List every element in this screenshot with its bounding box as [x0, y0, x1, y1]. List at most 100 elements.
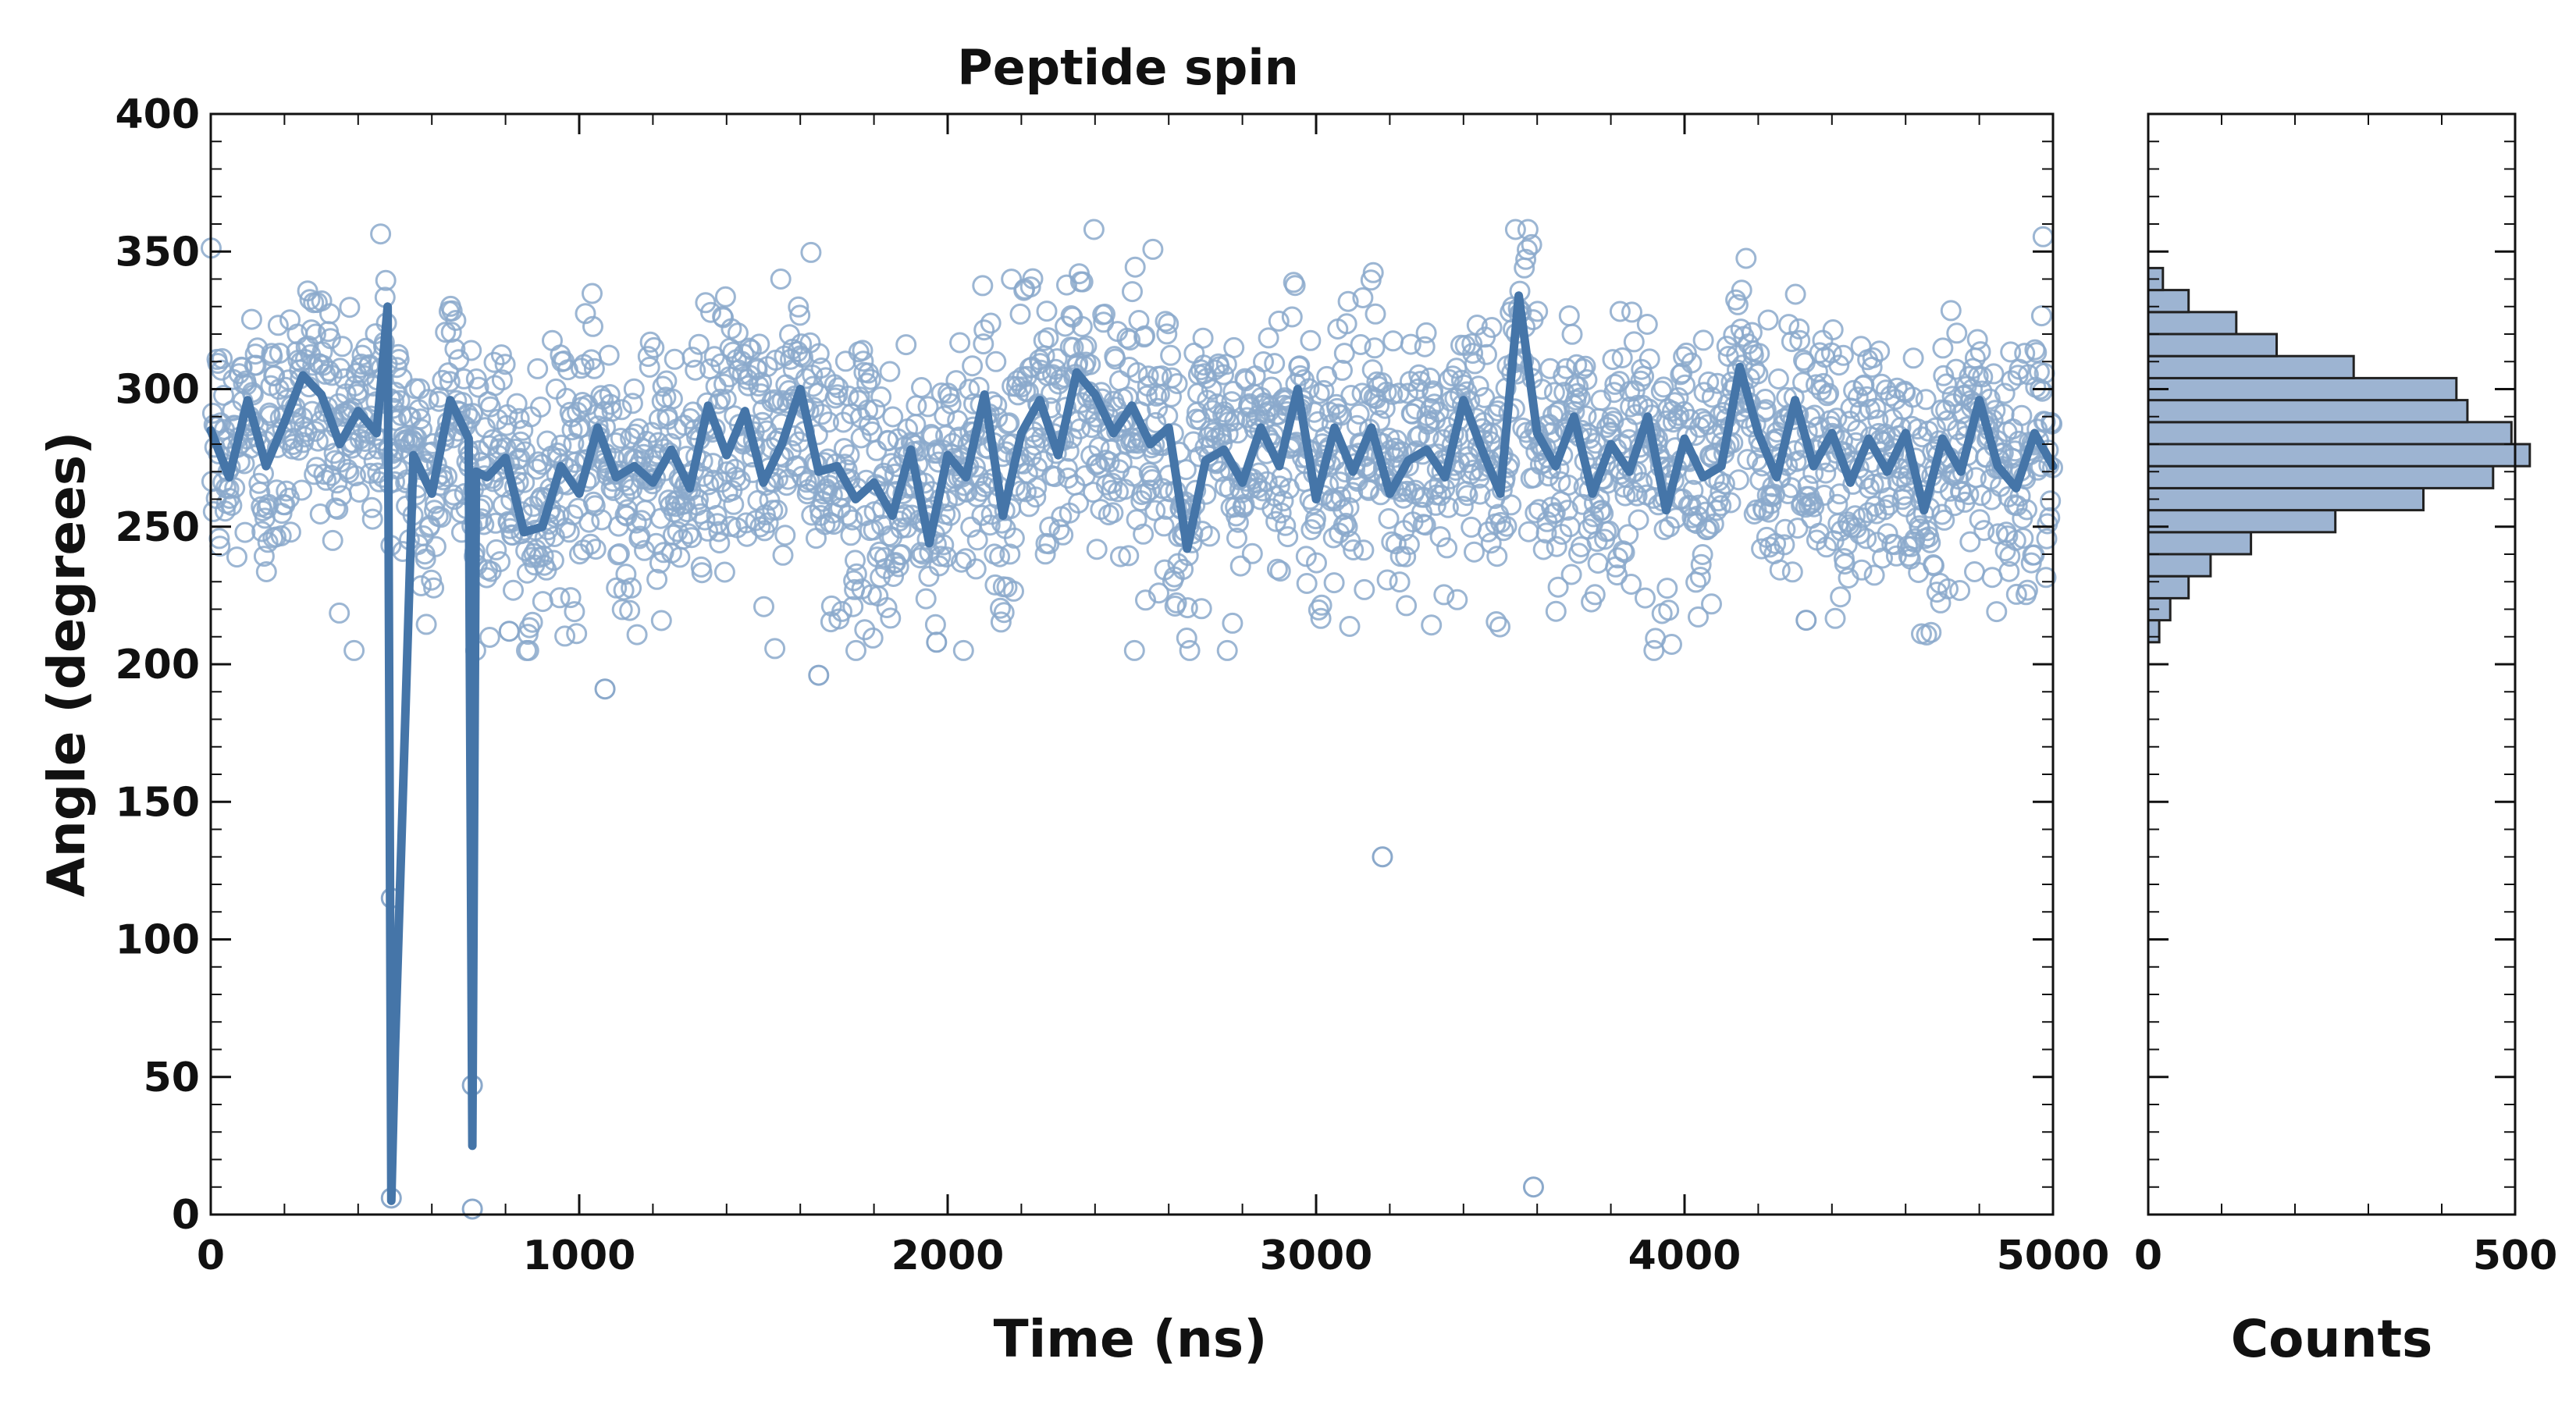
scatter-point [523, 542, 545, 564]
scatter-point [1656, 578, 1678, 599]
scatter-point [1532, 539, 1554, 560]
scatter-point [1109, 546, 1131, 567]
scatter-point [549, 587, 571, 609]
scatter-point [1268, 310, 1290, 332]
scatter-point [1926, 582, 1948, 603]
scatter-point [1269, 560, 1291, 582]
scatter-point [1626, 485, 1648, 507]
histogram-bar [2147, 443, 2532, 468]
scatter-point [1966, 329, 1988, 350]
scatter-point [895, 334, 917, 356]
scatter-point [685, 359, 706, 381]
scatter-point [1153, 515, 1175, 537]
scatter-point [1142, 238, 1164, 260]
scatter-point [876, 597, 898, 618]
scatter-point [1223, 336, 1245, 358]
scatter-point [1517, 219, 1539, 240]
scatter-point [1468, 375, 1489, 397]
scatter-point [2035, 567, 2057, 589]
scatter-point [1692, 329, 1714, 351]
scatter-point [448, 349, 470, 371]
scatter-point [824, 387, 846, 409]
y-tick-label: 400 [115, 91, 200, 138]
scatter-point [1486, 546, 1508, 567]
scatter-point [1139, 479, 1161, 501]
scatter-point [512, 419, 534, 441]
scatter-point [1932, 337, 1954, 359]
scatter-point [1703, 513, 1724, 535]
scatter-point [255, 561, 277, 582]
scatter-point [503, 579, 524, 601]
scatter-point [1313, 379, 1335, 401]
scatter-point [1421, 614, 1443, 636]
scatter-point [461, 340, 482, 361]
scatter-point [1034, 543, 1056, 565]
scatter-point [924, 614, 946, 635]
scatter-point [212, 348, 233, 369]
scatter-point [1958, 484, 1980, 506]
scatter-point [694, 509, 716, 531]
scatter-point [827, 384, 849, 406]
scatter-point [1464, 541, 1485, 563]
scatter-point [1504, 219, 1526, 240]
scatter-point [993, 602, 1015, 624]
scatter-point [214, 500, 236, 522]
scatter-point [526, 458, 548, 480]
scatter-point [1122, 281, 1143, 303]
scatter-point [1272, 490, 1294, 512]
scatter-point [676, 501, 698, 523]
scatter-point [857, 399, 879, 421]
scatter-point [1376, 569, 1398, 591]
scatter-point [789, 304, 811, 326]
scatter-point [1102, 502, 1124, 524]
scatter-point [301, 319, 322, 341]
scatter-point [952, 639, 974, 661]
scatter-point [1209, 461, 1231, 482]
scatter-point [506, 393, 528, 414]
scatter-point [643, 336, 665, 358]
scatter-point [1767, 368, 1789, 389]
x-tick-label: 0 [197, 1232, 225, 1279]
scatter-point [1865, 397, 1887, 419]
scatter-point [1969, 341, 1991, 363]
scatter-point [599, 384, 621, 405]
scatter-point [1809, 342, 1831, 364]
scatter-point [1945, 358, 1967, 380]
scatter-point [1489, 616, 1510, 638]
scatter-point [1923, 555, 1944, 577]
scatter-point [361, 508, 383, 530]
scatter-point [852, 340, 873, 361]
scatter-point [1391, 441, 1413, 463]
scatter-point [1415, 322, 1437, 343]
scatter-point [494, 354, 516, 375]
scatter-point [896, 517, 918, 539]
scatter-point [584, 495, 606, 517]
scatter-point [1275, 514, 1297, 536]
scatter-point [1873, 499, 1895, 521]
y-tick-label: 350 [115, 229, 200, 276]
scatter-point [1222, 380, 1244, 402]
scatter-point [1858, 502, 1879, 524]
scatter-point [1436, 537, 1458, 559]
scatter-point [240, 308, 262, 330]
scatter-point [1572, 358, 1594, 380]
x-axis-label: Time (ns) [994, 1309, 1268, 1369]
scatter-point [1158, 313, 1179, 335]
scatter-point [1720, 492, 1742, 514]
scatter-point [1025, 486, 1047, 508]
scatter-point [1915, 389, 1937, 411]
scatter-point [859, 368, 881, 390]
scatter-point [1816, 536, 1838, 558]
scatter-point [915, 588, 937, 610]
scatter-point [688, 333, 710, 355]
scatter-point [1627, 394, 1649, 416]
scatter-point [2017, 364, 2039, 386]
scatter-point [543, 550, 564, 571]
scatter-point [510, 431, 532, 453]
scatter-point [770, 269, 792, 290]
scatter-point [322, 529, 343, 551]
scatter-point [1685, 571, 1707, 593]
scatter-point [315, 363, 336, 385]
scatter-point [2000, 341, 2022, 363]
scatter-point [1281, 306, 1303, 328]
